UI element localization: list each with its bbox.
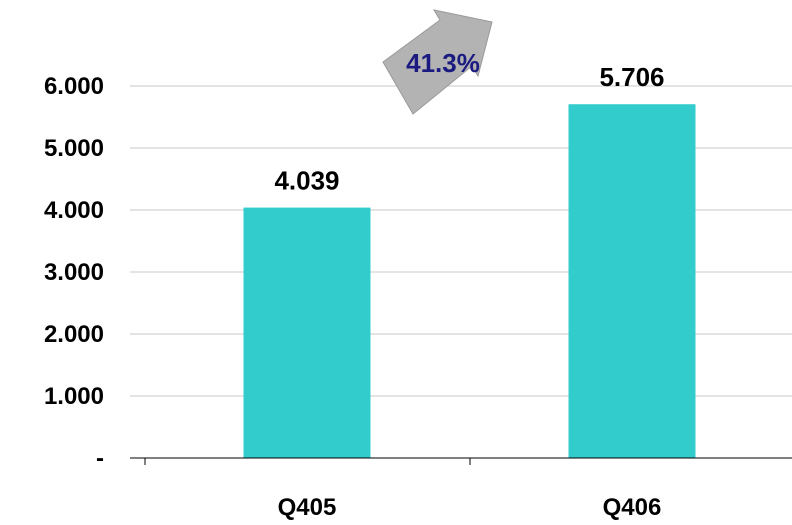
bars: 4.039 5.706	[243, 62, 696, 458]
y-tick-label: 3.000	[44, 259, 104, 286]
y-tick-label: -	[96, 445, 104, 472]
data-label: 4.039	[274, 166, 339, 196]
y-tick-label: 2.000	[44, 321, 104, 348]
y-tick-label: 6.000	[44, 73, 104, 100]
curved-arrow-icon	[382, 9, 493, 115]
x-axis: Q405 Q406	[130, 457, 792, 521]
y-axis-ticks: - 1.000 2.000 3.000 4.000 5.000 6.000	[44, 73, 104, 472]
growth-label: 41.3%	[406, 48, 480, 78]
y-tick-label: 5.000	[44, 135, 104, 162]
x-category-label: Q406	[603, 494, 662, 521]
bar-q406	[568, 104, 696, 458]
data-label: 5.706	[599, 62, 664, 92]
y-tick-label: 1.000	[44, 383, 104, 410]
growth-annotation: 41.3%	[382, 9, 493, 115]
x-category-label: Q405	[278, 494, 337, 521]
bar-q405	[243, 207, 371, 458]
y-tick-label: 4.000	[44, 197, 104, 224]
